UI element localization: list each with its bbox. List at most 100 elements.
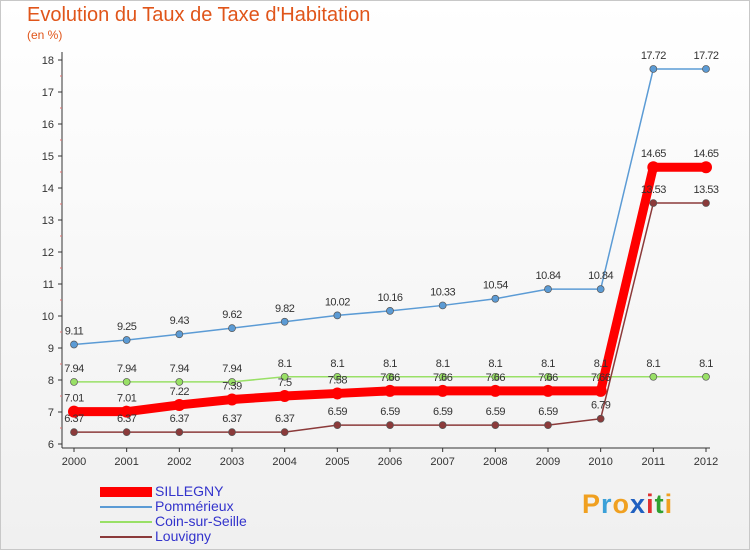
- legend-item: Louvigny: [100, 529, 400, 544]
- data-label: 8.1: [646, 358, 660, 370]
- legend-swatch: [100, 520, 152, 523]
- data-point: [438, 372, 447, 381]
- x-tick-label: 2004: [272, 456, 296, 468]
- data-point: [544, 372, 552, 381]
- data-point: [594, 384, 607, 397]
- x-tick-label: 2006: [378, 456, 402, 468]
- data-label: 8.1: [699, 358, 713, 370]
- data-point: [702, 199, 710, 207]
- data-label: 6.59: [538, 406, 558, 418]
- y-tick-label: 14: [42, 183, 54, 195]
- data-point: [491, 372, 500, 381]
- data-label: 6.59: [380, 406, 400, 418]
- data-label: 8.1: [330, 358, 344, 370]
- data-point: [122, 336, 131, 344]
- data-label: 7.94: [64, 363, 84, 375]
- data-label: 8.1: [488, 358, 502, 370]
- data-label: 17.72: [693, 50, 718, 62]
- proxiti-logo: Proxiti: [582, 489, 673, 520]
- x-tick-label: 2005: [325, 456, 349, 468]
- data-point: [333, 372, 342, 381]
- data-point: [70, 378, 78, 386]
- data-point: [278, 390, 291, 402]
- data-label: 7.01: [64, 393, 84, 405]
- x-tick-label: 2012: [694, 456, 718, 468]
- data-label: 7.66: [486, 372, 506, 384]
- data-label: 6.37: [222, 413, 242, 425]
- data-point: [702, 372, 710, 381]
- data-label: 8.1: [436, 358, 450, 370]
- data-label: 10.16: [377, 292, 402, 304]
- data-point: [596, 414, 605, 423]
- data-label: 7.94: [117, 363, 137, 375]
- data-point: [226, 393, 238, 406]
- logo-letter: o: [612, 489, 631, 519]
- data-point: [436, 384, 449, 397]
- x-tick-label: 2008: [483, 456, 507, 468]
- y-tick-label: 8: [48, 375, 54, 387]
- data-label: 13.53: [693, 184, 718, 196]
- legend-item: Pommérieux: [100, 499, 400, 514]
- data-point: [702, 65, 710, 73]
- data-label: 9.25: [117, 321, 137, 333]
- legend-swatch: [100, 505, 152, 508]
- y-tick-label: 18: [42, 55, 54, 67]
- data-label: 7.66: [591, 372, 611, 384]
- data-label: 7.66: [433, 372, 453, 384]
- data-label: 6.79: [591, 400, 611, 412]
- data-label: 14.65: [693, 148, 718, 160]
- data-point: [280, 317, 289, 326]
- data-point: [386, 307, 394, 315]
- logo-letter: r: [601, 489, 613, 519]
- y-tick-label: 6: [48, 439, 54, 451]
- data-point: [175, 330, 184, 339]
- data-label: 7.22: [170, 386, 190, 398]
- data-point: [173, 398, 186, 411]
- x-tick-label: 2009: [536, 456, 560, 468]
- data-label: 6.37: [64, 413, 84, 425]
- data-point: [542, 384, 554, 397]
- data-label: 9.11: [65, 325, 84, 337]
- legend-swatch: [100, 486, 152, 497]
- data-point: [280, 428, 289, 437]
- data-point: [596, 285, 605, 293]
- chart-legend: SILLEGNY Pommérieux Coin-sur-Seille Louvign…: [100, 484, 400, 544]
- data-label: 6.37: [117, 413, 137, 425]
- y-tick-label: 15: [42, 151, 54, 163]
- data-label: 7.94: [170, 363, 190, 375]
- data-point: [386, 421, 394, 429]
- x-tick-label: 2002: [167, 456, 191, 468]
- y-tick-label: 12: [42, 247, 54, 259]
- data-label: 9.43: [170, 315, 190, 327]
- data-label: 7.66: [538, 372, 558, 384]
- data-point: [647, 161, 660, 174]
- data-point: [438, 421, 447, 429]
- data-point: [175, 428, 184, 437]
- y-tick-label: 16: [42, 119, 54, 131]
- data-point: [120, 405, 133, 418]
- x-tick-label: 2011: [642, 456, 666, 468]
- data-label: 14.65: [641, 148, 666, 160]
- data-point: [70, 340, 78, 349]
- data-point: [68, 405, 80, 418]
- data-label: 7.5: [278, 377, 292, 389]
- data-point: [544, 285, 552, 293]
- legend-label: Coin-sur-Seille: [155, 513, 247, 529]
- data-point: [175, 378, 184, 386]
- data-label: 8.1: [278, 358, 292, 370]
- data-point: [228, 428, 236, 437]
- data-label: 6.37: [170, 413, 190, 425]
- logo-letter: x: [630, 489, 647, 519]
- data-label: 17.72: [641, 50, 666, 62]
- data-label: 8.1: [383, 358, 397, 370]
- data-label: 9.62: [222, 309, 242, 321]
- data-point: [333, 421, 342, 429]
- x-tick-label: 2003: [220, 456, 244, 468]
- data-point: [280, 372, 289, 381]
- legend-label: Pommérieux: [155, 498, 234, 514]
- data-point: [544, 421, 552, 429]
- x-tick-label: 2001: [114, 456, 138, 468]
- x-tick-label: 2000: [62, 456, 86, 468]
- data-point: [491, 294, 500, 303]
